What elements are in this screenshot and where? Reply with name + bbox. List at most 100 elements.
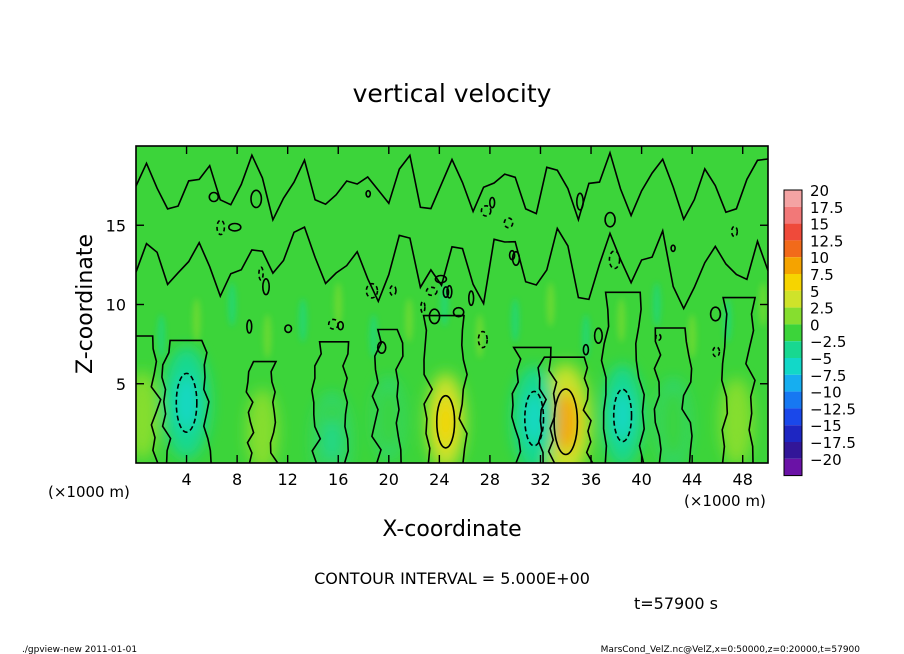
x-tick-label: 48 bbox=[733, 470, 753, 489]
field-blob bbox=[659, 384, 687, 462]
field-streak bbox=[546, 282, 555, 327]
x-unit-left: (×1000 m) bbox=[48, 483, 130, 501]
field-streak bbox=[157, 314, 166, 359]
colorbar-swatch bbox=[784, 408, 802, 426]
contour-column bbox=[720, 296, 757, 463]
colorbar-label: −5 bbox=[810, 350, 832, 368]
velocity-field bbox=[136, 282, 767, 463]
contour-small-loop bbox=[246, 319, 253, 334]
colorbar-label: 17.5 bbox=[810, 199, 843, 217]
colorbar-label: 0 bbox=[810, 316, 820, 334]
colorbar-label: −10 bbox=[810, 384, 842, 402]
colorbar-label: −20 bbox=[810, 451, 842, 469]
contour-small-loop bbox=[511, 250, 521, 267]
colorbar-frame bbox=[783, 189, 803, 477]
colorbar-swatch bbox=[784, 341, 802, 358]
field-streak bbox=[369, 314, 378, 359]
colorbar-label: 2.5 bbox=[810, 300, 834, 318]
field-blob bbox=[136, 376, 156, 454]
field-blob bbox=[722, 383, 751, 461]
x-tick-label: 32 bbox=[530, 470, 550, 489]
x-axis-label: X-coordinate bbox=[382, 517, 521, 542]
contour-column bbox=[310, 341, 350, 463]
y-axis-ticks: 5 10 15 bbox=[106, 216, 768, 394]
colorbar-label: 7.5 bbox=[810, 266, 834, 284]
contour-column bbox=[245, 360, 279, 463]
contour-column bbox=[600, 291, 646, 463]
field-streak bbox=[405, 298, 414, 343]
contour-small-loop bbox=[250, 189, 263, 209]
contour-interval: CONTOUR INTERVAL = 5.000E+00 bbox=[314, 569, 590, 588]
contour-column bbox=[422, 314, 468, 463]
field-blob bbox=[249, 394, 276, 463]
field-streak bbox=[228, 282, 237, 327]
field-streak bbox=[334, 282, 343, 327]
colorbar-label: 10 bbox=[810, 249, 829, 267]
field-streak bbox=[617, 298, 626, 343]
field-core bbox=[524, 393, 544, 444]
colorbar-label: 20 bbox=[810, 182, 829, 200]
contour-small-loop bbox=[508, 249, 516, 261]
colorbar-label: −2.5 bbox=[810, 333, 846, 351]
colorbar-swatch bbox=[784, 257, 802, 274]
contour-column bbox=[653, 327, 693, 463]
contour-small-loop bbox=[480, 204, 492, 217]
contour-loop bbox=[553, 388, 579, 456]
y-axis-label: Z-coordinate bbox=[73, 234, 98, 374]
colorbar-swatch bbox=[784, 190, 802, 207]
x-tick-label: 4 bbox=[181, 470, 191, 489]
contour-small-loop bbox=[261, 278, 270, 296]
contour-small-loop bbox=[442, 286, 450, 299]
colorbar-label: −12.5 bbox=[810, 400, 856, 418]
field-core bbox=[613, 390, 632, 440]
contour-small-loop bbox=[503, 217, 514, 229]
x-tick-label: 12 bbox=[278, 470, 298, 489]
contour-small-loop bbox=[575, 192, 584, 211]
contour-small-loop bbox=[709, 306, 722, 322]
x-tick-label: 28 bbox=[480, 470, 500, 489]
colorbar-swatch bbox=[784, 324, 802, 342]
contour-column bbox=[136, 335, 162, 463]
contour-loop bbox=[523, 390, 545, 447]
field-core bbox=[176, 375, 198, 430]
contour-loop bbox=[612, 388, 633, 443]
contour-small-loop bbox=[228, 222, 242, 232]
contour-loop bbox=[175, 372, 198, 433]
x-tick-label: 20 bbox=[379, 470, 399, 489]
contour-small-loop bbox=[608, 250, 621, 270]
colorbar-label: −7.5 bbox=[810, 367, 846, 385]
x-unit-right: (×1000 m) bbox=[684, 492, 766, 510]
y-tick-label: 10 bbox=[106, 296, 126, 315]
contour-small-loop bbox=[604, 211, 616, 228]
contour-small-loop bbox=[654, 333, 662, 342]
contour-zero-middle bbox=[136, 225, 768, 311]
contour-small-loop bbox=[428, 308, 441, 325]
contour-small-loop bbox=[489, 196, 496, 209]
colorbar-label: −17.5 bbox=[810, 434, 856, 452]
contour-zero-upper bbox=[136, 150, 768, 223]
colorbar-swatch bbox=[784, 391, 802, 409]
contour-small-loop bbox=[420, 300, 426, 314]
time-label: t=57900 s bbox=[634, 594, 718, 613]
field-streak bbox=[688, 314, 697, 359]
x-tick-label: 24 bbox=[429, 470, 449, 489]
field-streak bbox=[298, 298, 307, 343]
colorbar-label: 5 bbox=[810, 283, 820, 301]
colorbar-swatch bbox=[784, 442, 802, 459]
contour-small-loop bbox=[582, 343, 590, 356]
contour-small-loop bbox=[452, 306, 465, 318]
contour-small-loop bbox=[365, 189, 372, 198]
contour-small-loop bbox=[284, 324, 293, 334]
x-tick-label: 44 bbox=[682, 470, 702, 489]
contour-loop bbox=[435, 394, 456, 449]
colorbar-swatch bbox=[784, 240, 802, 258]
colorbar-swatch bbox=[784, 425, 802, 442]
chart-title: vertical velocity bbox=[353, 79, 552, 108]
x-axis-ticks: 4 8 12 16 20 24 28 32 36 40 44 48 bbox=[181, 146, 753, 489]
x-tick-label: 36 bbox=[581, 470, 601, 489]
colorbar-swatch bbox=[784, 358, 802, 375]
colorbar-label: 12.5 bbox=[810, 232, 843, 250]
contour-small-loop bbox=[337, 320, 344, 331]
field-blobs bbox=[136, 346, 754, 463]
